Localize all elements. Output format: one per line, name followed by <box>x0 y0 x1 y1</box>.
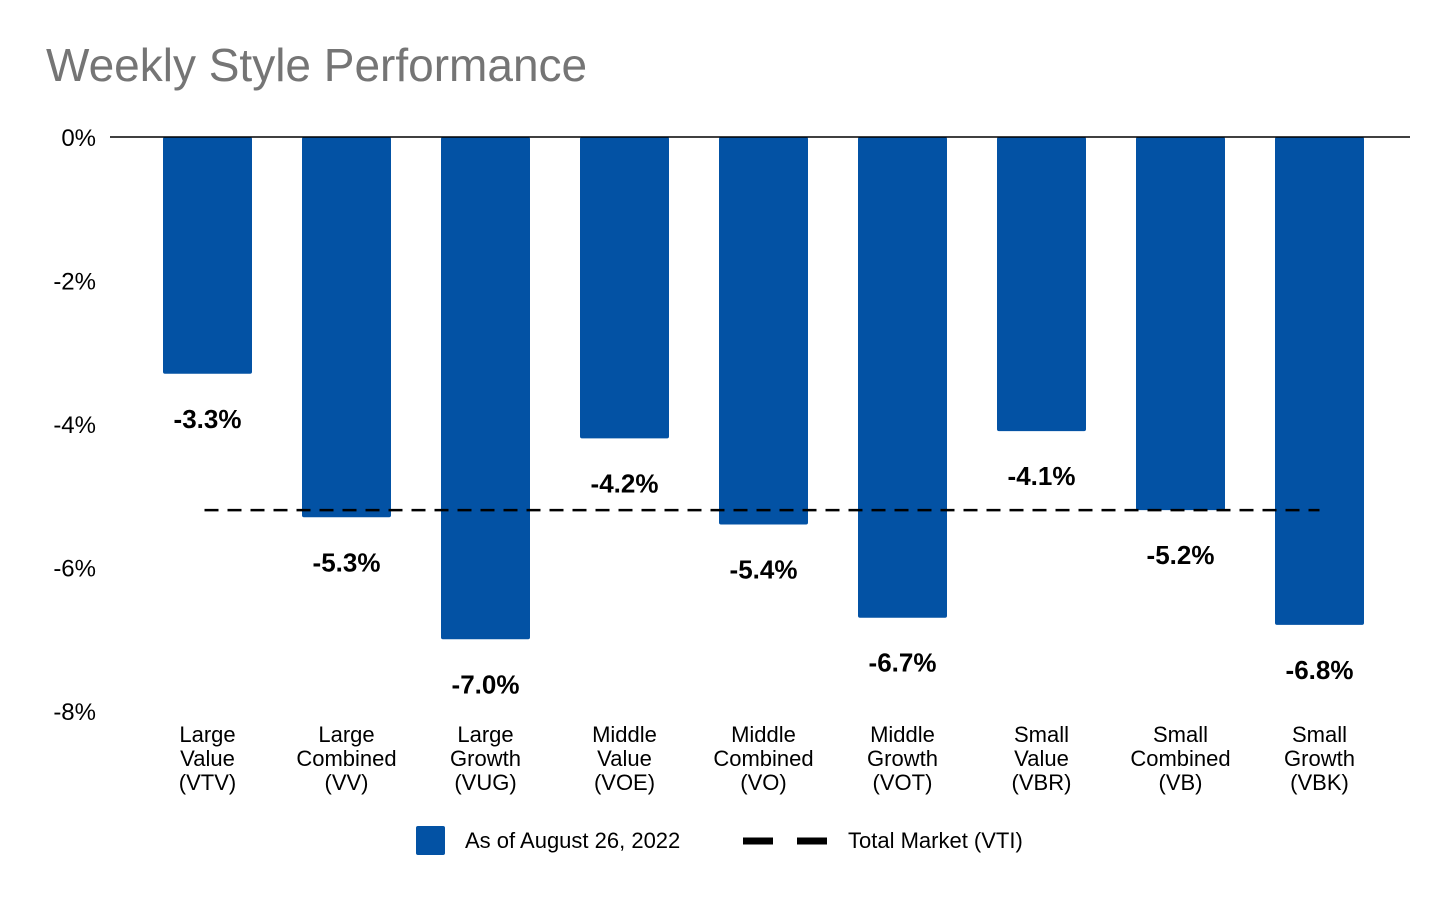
x-category-label: Combined <box>713 746 813 771</box>
y-tick-label: -8% <box>53 699 96 726</box>
data-label: -4.1% <box>1008 461 1076 491</box>
x-category-label: Combined <box>1130 746 1230 771</box>
data-label: -5.3% <box>313 547 381 577</box>
x-category-label: Value <box>1014 746 1069 771</box>
x-category-label: Middle <box>731 722 796 747</box>
x-category-label: (VBR) <box>1012 770 1072 795</box>
data-label: -5.2% <box>1147 540 1215 570</box>
x-category-label: Small <box>1153 722 1208 747</box>
x-category-label: (VV) <box>325 770 369 795</box>
x-category-label: (VTV) <box>179 770 236 795</box>
bar <box>1275 137 1364 625</box>
x-category-label: Growth <box>1284 746 1355 771</box>
x-category-label: (VUG) <box>454 770 516 795</box>
bar <box>163 137 252 374</box>
bar <box>1136 137 1225 511</box>
x-category-label: (VOE) <box>594 770 655 795</box>
bar <box>858 137 947 618</box>
bar <box>719 137 808 525</box>
x-category-label: (VBK) <box>1290 770 1349 795</box>
bar <box>580 137 669 439</box>
bar <box>997 137 1086 432</box>
legend-label-bars: As of August 26, 2022 <box>465 828 680 853</box>
x-category-label: (VB) <box>1159 770 1203 795</box>
x-category-label: Combined <box>296 746 396 771</box>
bar <box>302 137 391 518</box>
data-label: -5.4% <box>730 554 798 584</box>
x-category-label: Middle <box>592 722 657 747</box>
x-category-label: (VOT) <box>873 770 933 795</box>
data-label: -6.7% <box>869 648 937 678</box>
chart-title: Weekly Style Performance <box>46 39 588 91</box>
data-label: -6.8% <box>1286 655 1354 685</box>
data-label: -7.0% <box>452 669 520 699</box>
x-category-label: Middle <box>870 722 935 747</box>
x-category-label: Growth <box>867 746 938 771</box>
y-tick-label: -4% <box>53 412 96 439</box>
legend-label-reference: Total Market (VTI) <box>848 828 1023 853</box>
data-label: -3.3% <box>174 404 242 434</box>
y-tick-label: -2% <box>53 269 96 296</box>
y-tick-label: 0% <box>61 125 96 152</box>
legend-swatch-bars <box>416 826 445 855</box>
x-category-label: Value <box>597 746 652 771</box>
x-category-label: Growth <box>450 746 521 771</box>
x-category-label: Small <box>1014 722 1069 747</box>
x-category-label: Small <box>1292 722 1347 747</box>
data-label: -4.2% <box>591 468 659 498</box>
x-category-label: Large <box>179 722 235 747</box>
y-tick-label: -6% <box>53 556 96 583</box>
x-category-label: Large <box>318 722 374 747</box>
x-category-label: Large <box>457 722 513 747</box>
x-category-label: Value <box>180 746 235 771</box>
bar <box>441 137 530 640</box>
x-category-label: (VO) <box>740 770 786 795</box>
